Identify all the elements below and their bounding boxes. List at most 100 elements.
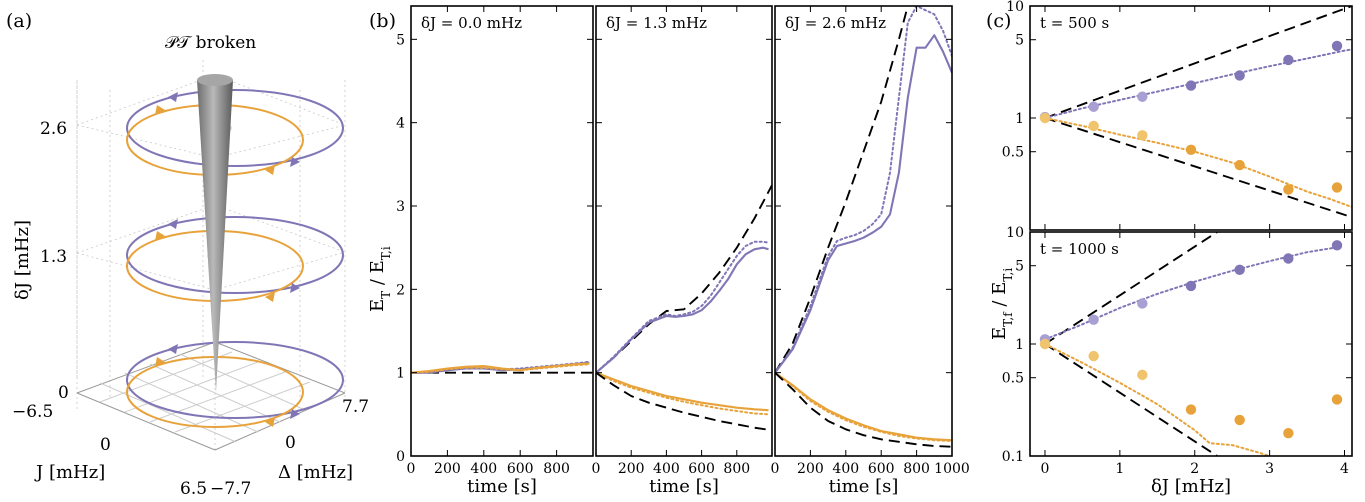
y-tick-label: 10 bbox=[1006, 225, 1024, 241]
y-tick-label: 0.5 bbox=[1002, 145, 1024, 161]
series-dotted-orange-4 bbox=[596, 371, 770, 416]
subplot-dj-1.3: 0 200 400 600 800 δJ = 1.3 mHz time [s] bbox=[592, 5, 773, 497]
axes-frame bbox=[1029, 231, 1353, 457]
series-dashed-black-5 bbox=[775, 372, 952, 448]
y-tick-label: 2 bbox=[396, 282, 405, 298]
series-dotted-orange-3 bbox=[1044, 343, 1271, 456]
x-axis-label: time [s] bbox=[649, 476, 719, 497]
series-dotted-orange-4 bbox=[411, 363, 591, 374]
base-plane bbox=[76, 341, 346, 451]
series-solid-orange-3 bbox=[596, 371, 769, 412]
subplot-t-500: 0.5 1 5 10 t = 500 s bbox=[1002, 0, 1353, 231]
y-tick-label: 0.5 bbox=[1002, 371, 1024, 387]
axes-frame bbox=[774, 5, 953, 457]
subplot-dj-2.6: 0 200 400 600 800 1000 δJ = 2.6 mHz time [s] bbox=[771, 5, 970, 497]
data-point-orange-1 bbox=[1088, 350, 1099, 362]
x-tick-label: 600 bbox=[507, 461, 534, 477]
d-tick-pos: 7.7 bbox=[342, 397, 369, 417]
data-point-purple-3 bbox=[1185, 280, 1197, 292]
series-dotted-orange-3 bbox=[1044, 117, 1352, 209]
subplot-annotation: δJ = 2.6 mHz bbox=[785, 14, 886, 32]
ring-level-2.6 bbox=[126, 89, 344, 176]
data-point-orange-1 bbox=[1088, 120, 1099, 132]
panel-b: (b) ET / ET,i 0 200 400 600 800 0 1 2 3 4 5 δJ = 0.… bbox=[367, 5, 970, 497]
z-axis-label: δJ [mHz] bbox=[12, 220, 33, 300]
subplot-annotation: t = 500 s bbox=[1040, 14, 1109, 32]
y-tick-label: 10 bbox=[1006, 0, 1024, 15]
data-point-purple-2 bbox=[1137, 298, 1148, 309]
series-dotted-purple-2 bbox=[596, 240, 770, 374]
x-tick-label: 400 bbox=[653, 461, 680, 477]
plot-area bbox=[1039, 232, 1343, 456]
ring-level-1.3 bbox=[126, 216, 344, 302]
data-point-orange-3 bbox=[1185, 404, 1197, 415]
x-tick-label: 3 bbox=[1265, 461, 1274, 477]
data-point-purple-5 bbox=[1283, 54, 1294, 66]
data-point-purple-1 bbox=[1088, 314, 1099, 325]
j-tick-pos: 6.5 bbox=[180, 479, 207, 499]
plot-area bbox=[1039, 6, 1352, 219]
j-tick-0: 0 bbox=[100, 435, 111, 455]
plot-area bbox=[411, 360, 593, 374]
data-point-purple-5 bbox=[1283, 253, 1294, 264]
x-tick-label: 200 bbox=[434, 461, 461, 477]
ring-level-0 bbox=[126, 341, 344, 428]
data-point-orange-3 bbox=[1185, 144, 1197, 156]
data-point-orange-6 bbox=[1331, 182, 1343, 193]
d-tick-0: 0 bbox=[285, 433, 296, 453]
series-dotted-purple-1 bbox=[775, 6, 952, 374]
panel-a: (a) 𝒫𝒯 broken bbox=[6, 10, 369, 499]
series-solid-purple-1 bbox=[596, 246, 769, 374]
y-tick-label: 3 bbox=[396, 199, 405, 215]
axes-frame bbox=[1029, 5, 1353, 231]
x-tick-label: 1000 bbox=[934, 461, 970, 477]
y-tick-label: 4 bbox=[396, 116, 405, 132]
subplot-t-1000: 0 1 2 3 4 0.1 0.5 1 5 10 t = 1000 s δJ [mHz] bbox=[1002, 225, 1353, 497]
series-dashed-black-1 bbox=[1044, 117, 1352, 219]
x-tick-label: 200 bbox=[797, 461, 824, 477]
data-point-purple-1 bbox=[1088, 101, 1099, 112]
z-tick-1.3: 1.3 bbox=[40, 247, 67, 267]
ring-arrows bbox=[168, 92, 300, 419]
data-point-purple-2 bbox=[1137, 91, 1148, 102]
plot-area bbox=[775, 6, 952, 448]
data-point-purple-4 bbox=[1234, 70, 1245, 81]
series-dotted-purple-2 bbox=[1044, 48, 1352, 119]
x-tick-label: 0 bbox=[1041, 461, 1050, 477]
data-point-purple-3 bbox=[1185, 80, 1197, 91]
axes-frame bbox=[595, 5, 773, 457]
axes-frame bbox=[410, 5, 594, 457]
x-tick-label: 0 bbox=[771, 461, 780, 477]
panel-c-label: (c) bbox=[986, 10, 1011, 32]
x-tick-label: 400 bbox=[470, 461, 497, 477]
x-tick-label: 800 bbox=[903, 461, 930, 477]
y-tick-label: 1 bbox=[396, 366, 405, 382]
data-point-orange-5 bbox=[1283, 184, 1294, 195]
series-dashed-black-0 bbox=[596, 184, 772, 374]
x-tick-label: 0 bbox=[592, 461, 601, 477]
subplot-annotation: δJ = 0.0 mHz bbox=[421, 14, 522, 32]
y-tick-label: 0.1 bbox=[1002, 449, 1024, 465]
panel-b-label: (b) bbox=[369, 10, 396, 32]
d-tick-neg: −7.7 bbox=[210, 479, 251, 499]
x-tick-label: 1 bbox=[1115, 461, 1124, 477]
d-axis-label: Δ [mHz] bbox=[278, 462, 353, 483]
j-tick-neg: −6.5 bbox=[12, 402, 53, 422]
subplot-dj-0.0: 0 200 400 600 800 0 1 2 3 4 5 δJ = 0.0 mHz time [s] bbox=[396, 5, 594, 497]
x-tick-label: 400 bbox=[832, 461, 859, 477]
y-tick-label: 5 bbox=[1015, 259, 1024, 275]
subplot-annotation: δJ = 1.3 mHz bbox=[606, 14, 707, 32]
x-tick-label: 800 bbox=[543, 461, 570, 477]
series-dotted-orange-4 bbox=[775, 371, 952, 442]
data-point-orange-0 bbox=[1039, 338, 1051, 350]
y-tick-label: 1 bbox=[1015, 337, 1024, 353]
x-axis-label: time [s] bbox=[829, 476, 899, 497]
series-dashed-black-5 bbox=[596, 371, 772, 432]
y-tick-label: 1 bbox=[1015, 111, 1024, 127]
data-point-orange-4 bbox=[1234, 159, 1245, 171]
series-dashed-black-1 bbox=[1044, 343, 1218, 456]
panel-c-y-label: ET,f / ET,i bbox=[989, 268, 1015, 340]
series-dashed-black-0 bbox=[1044, 232, 1218, 345]
series-dashed-black-0 bbox=[1044, 6, 1352, 119]
